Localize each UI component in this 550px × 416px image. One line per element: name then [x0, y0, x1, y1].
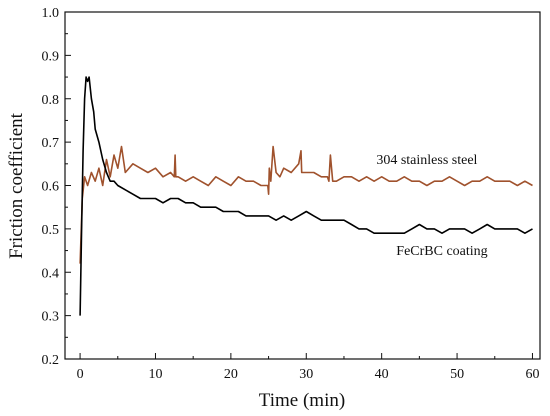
x-tick-label: 60 [525, 367, 539, 382]
series-line-fecrbc-coating [79, 76, 533, 316]
y-tick-label: 0.6 [42, 180, 60, 195]
y-tick-label: 0.2 [42, 353, 60, 368]
y-tick-label: 0.3 [42, 310, 60, 325]
axis-ticks: 0.2 0.3 0.4 0.5 0.6 0.7 0.8 0.9 1.0 0 10 20 30 40 50 60 [42, 6, 540, 382]
series-label-fecrbc-coating: FeCrBC coating [396, 244, 487, 259]
x-axis-label: Time (min) [259, 390, 345, 411]
y-tick-label: 0.5 [42, 223, 60, 238]
x-tick-label: 20 [224, 367, 238, 382]
x-tick-label: 50 [450, 367, 464, 382]
x-tick-label: 40 [375, 367, 389, 382]
x-tick-label: 30 [299, 367, 313, 382]
y-tick-label: 0.4 [42, 266, 60, 281]
series-layer [79, 76, 533, 316]
x-tick-label: 10 [148, 367, 162, 382]
plot-frame [64, 11, 541, 360]
y-tick-label: 0.9 [42, 49, 60, 64]
series-line-stainless-steel [79, 145, 533, 264]
y-tick-label: 0.8 [42, 93, 60, 108]
y-axis-label: Friction coefficient [6, 112, 27, 259]
y-tick-label: 1.0 [42, 6, 60, 21]
series-label-stainless-steel: 304 stainless steel [376, 153, 477, 168]
y-tick-label: 0.7 [42, 136, 60, 151]
x-tick-label: 0 [77, 367, 84, 382]
series-labels: 304 stainless steel FeCrBC coating [376, 153, 487, 259]
